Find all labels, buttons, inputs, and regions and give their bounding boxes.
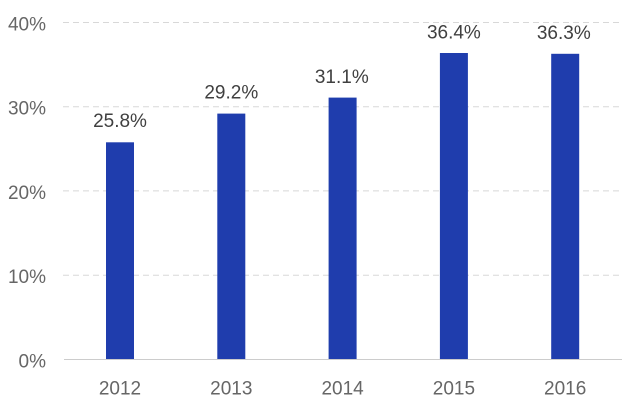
svg-text:2012: 2012	[99, 379, 141, 400]
svg-text:36.4%: 36.4%	[427, 22, 481, 43]
svg-text:40%: 40%	[8, 15, 46, 36]
svg-text:30%: 30%	[8, 99, 46, 120]
svg-text:10%: 10%	[8, 267, 46, 288]
svg-text:20%: 20%	[8, 183, 46, 204]
svg-text:29.2%: 29.2%	[204, 83, 258, 104]
svg-text:2013: 2013	[210, 379, 252, 400]
svg-text:2014: 2014	[321, 379, 364, 400]
svg-text:2016: 2016	[544, 379, 586, 400]
svg-text:36.3%: 36.3%	[537, 23, 591, 44]
svg-text:0%: 0%	[19, 352, 47, 373]
svg-text:31.1%: 31.1%	[315, 67, 369, 88]
svg-text:2015: 2015	[433, 379, 475, 400]
svg-text:25.8%: 25.8%	[93, 111, 147, 132]
